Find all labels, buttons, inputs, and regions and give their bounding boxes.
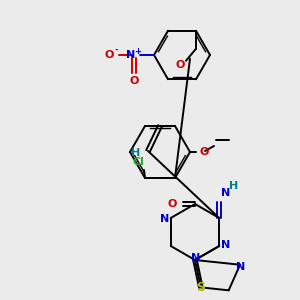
Text: H: H xyxy=(131,148,141,158)
Text: H: H xyxy=(229,181,238,191)
Text: O: O xyxy=(129,76,139,86)
Text: N: N xyxy=(221,188,230,198)
Text: N: N xyxy=(221,240,230,250)
Text: O: O xyxy=(168,199,177,209)
Text: S: S xyxy=(196,281,205,294)
Text: N: N xyxy=(191,253,201,263)
Text: N: N xyxy=(126,50,135,60)
Text: -: - xyxy=(114,46,118,55)
Text: O: O xyxy=(105,50,114,60)
Text: +: + xyxy=(134,46,142,56)
Text: N: N xyxy=(236,262,246,272)
Text: O: O xyxy=(200,147,209,157)
Text: N: N xyxy=(160,214,169,224)
Text: O: O xyxy=(175,60,185,70)
Text: Cl: Cl xyxy=(132,157,144,167)
